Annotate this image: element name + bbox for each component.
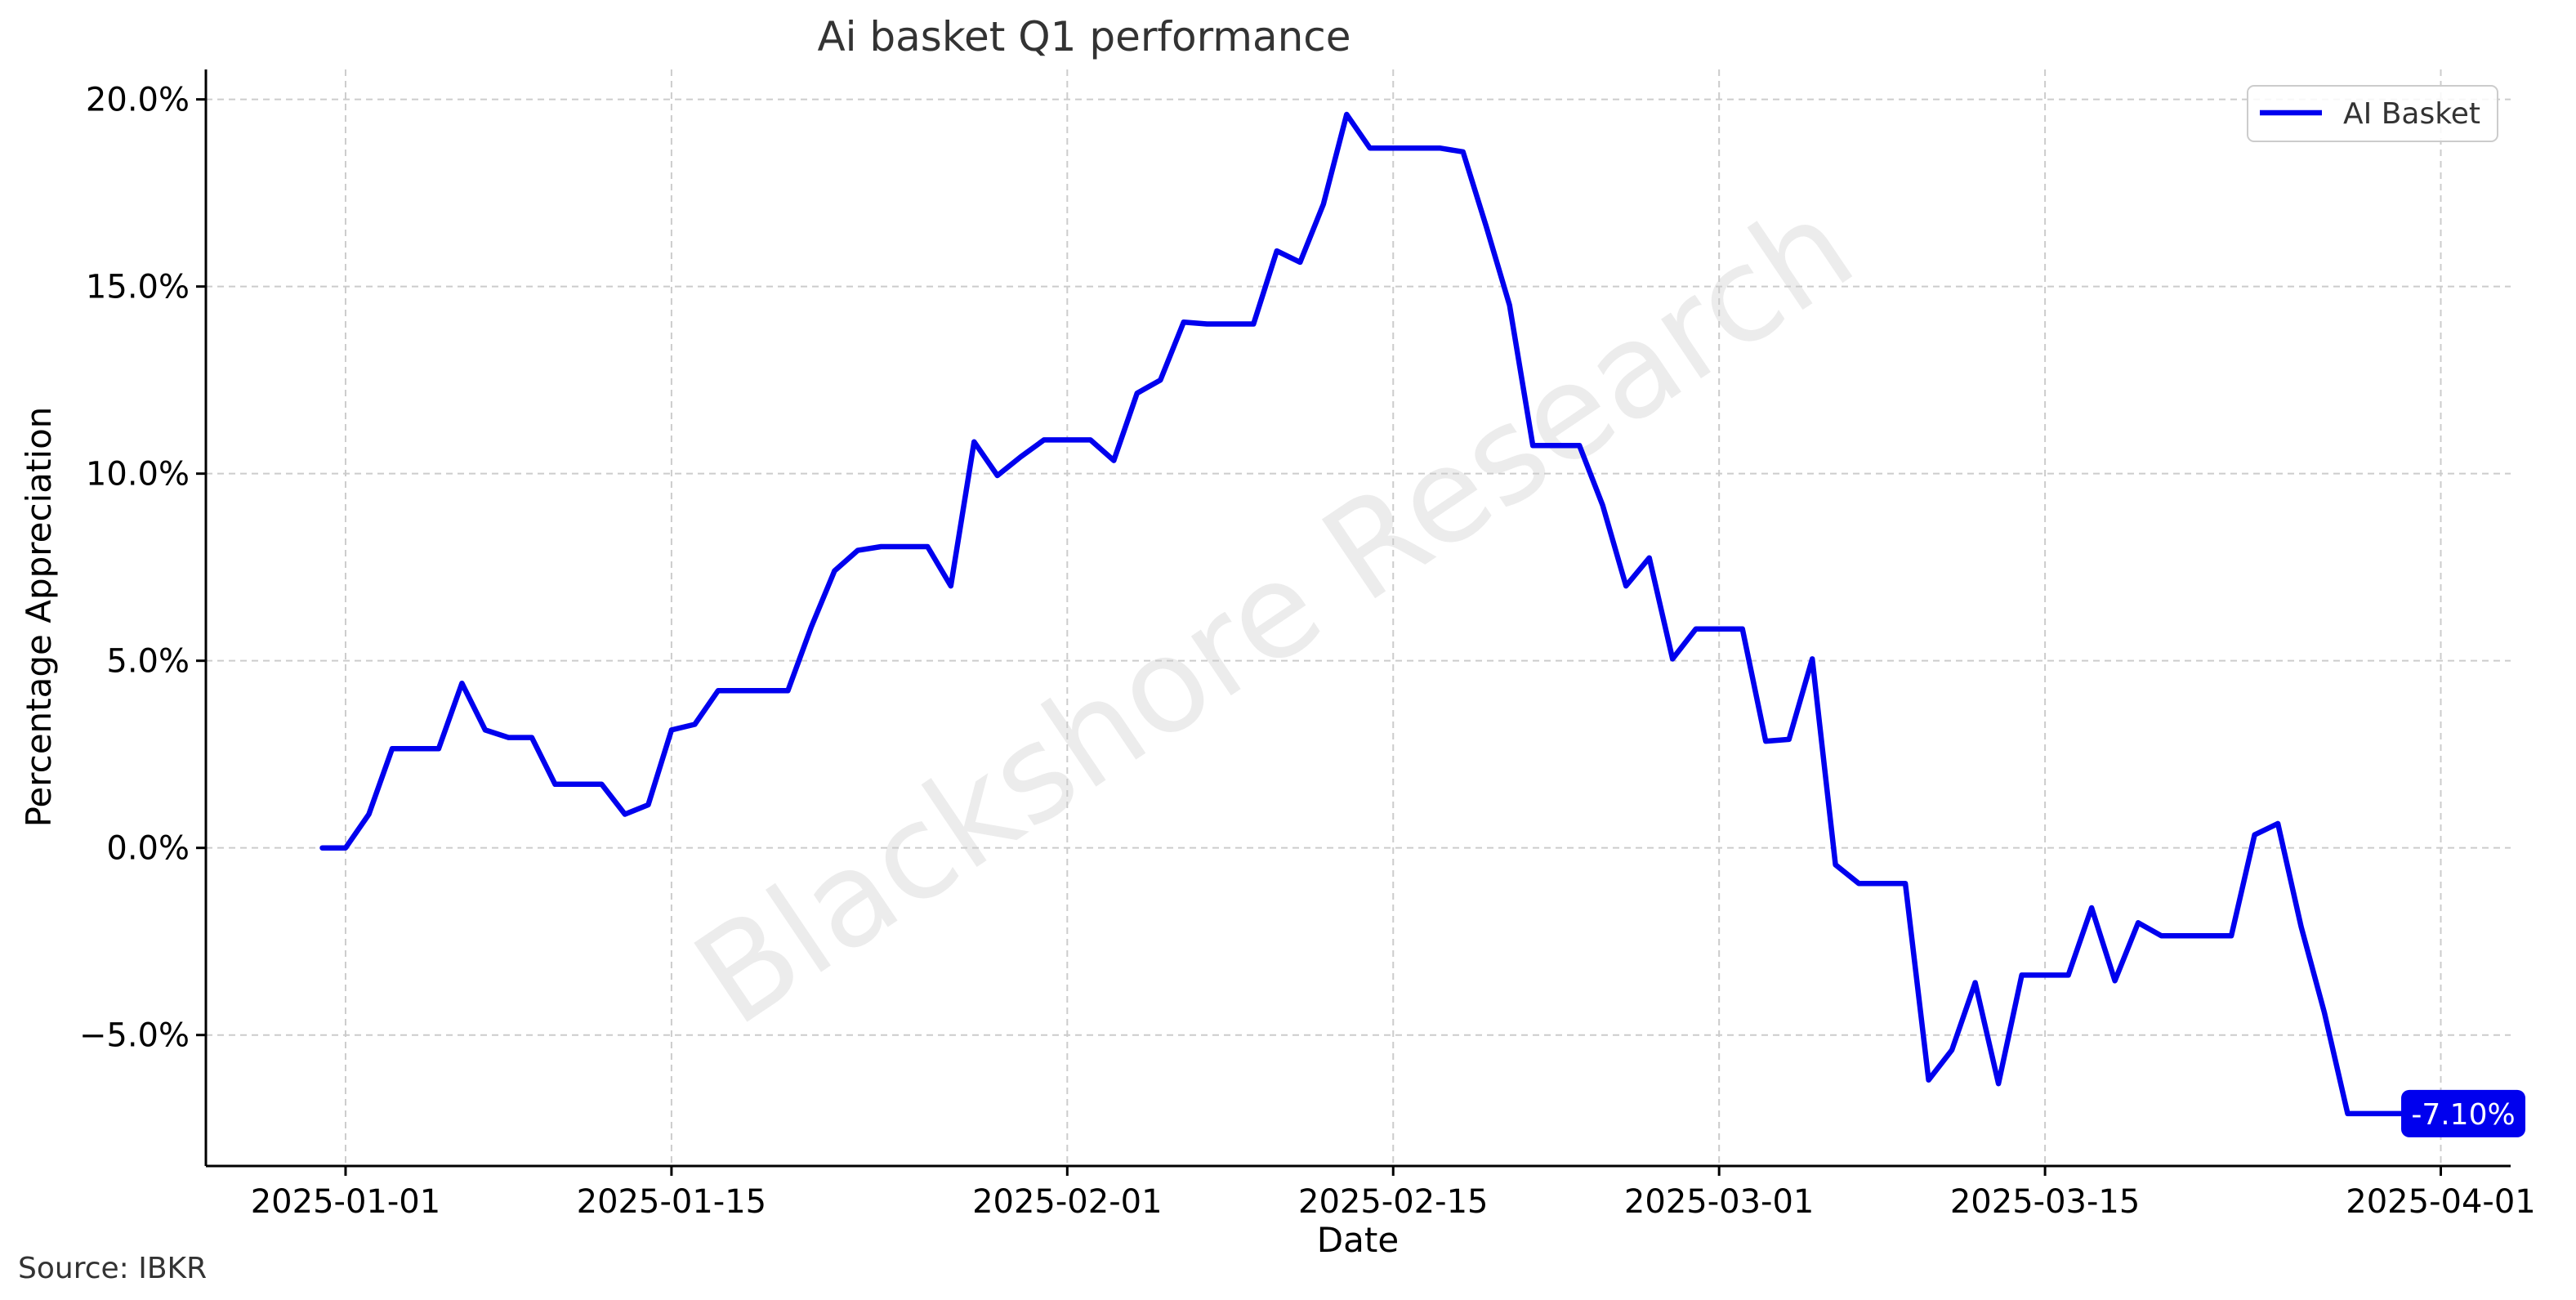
legend: AI Basket [2247, 85, 2498, 142]
x-tick-label: 2025-01-01 [251, 1183, 440, 1221]
y-tick-label: 0.0% [106, 830, 190, 868]
legend-frame [2247, 85, 2498, 142]
y-tick-label: 5.0% [106, 643, 190, 681]
y-axis-ticks: −5.0% 0.0% 5.0% 10.0% 15.0% 20.0% [79, 82, 206, 1055]
y-axis-title: Percentage Appreciation [19, 407, 59, 828]
end-value-label-box [2401, 1089, 2526, 1137]
x-axis-title: Date [1317, 1220, 1399, 1260]
x-axis-ticks: 2025-01-01 2025-01-15 2025-02-01 2025-02-15… [251, 1166, 2536, 1221]
series-line-ai-basket [319, 111, 2421, 1117]
x-tick-label: 2025-03-01 [1624, 1183, 1814, 1221]
end-value-label-text: -7.10% [2411, 1098, 2515, 1132]
chart-title: Ai basket Q1 performance [817, 13, 1351, 60]
y-tick-label: 15.0% [86, 269, 190, 306]
x-tick-label: 2025-01-15 [577, 1183, 766, 1221]
axes [204, 69, 2511, 1168]
y-tick-label: 10.0% [86, 456, 190, 494]
x-tick-label: 2025-02-01 [972, 1183, 1162, 1221]
x-tick-label: 2025-04-01 [2346, 1183, 2535, 1221]
end-value-label: -7.10% [2401, 1089, 2526, 1137]
y-tick-label: 20.0% [86, 82, 190, 119]
source-note: Source: IBKR [18, 1252, 207, 1285]
legend-label-ai-basket: AI Basket [2343, 97, 2480, 131]
series-layer [319, 111, 2421, 1117]
x-tick-label: 2025-03-15 [1950, 1183, 2140, 1221]
x-tick-label: 2025-02-15 [1298, 1183, 1488, 1221]
y-tick-label: −5.0% [79, 1017, 190, 1055]
